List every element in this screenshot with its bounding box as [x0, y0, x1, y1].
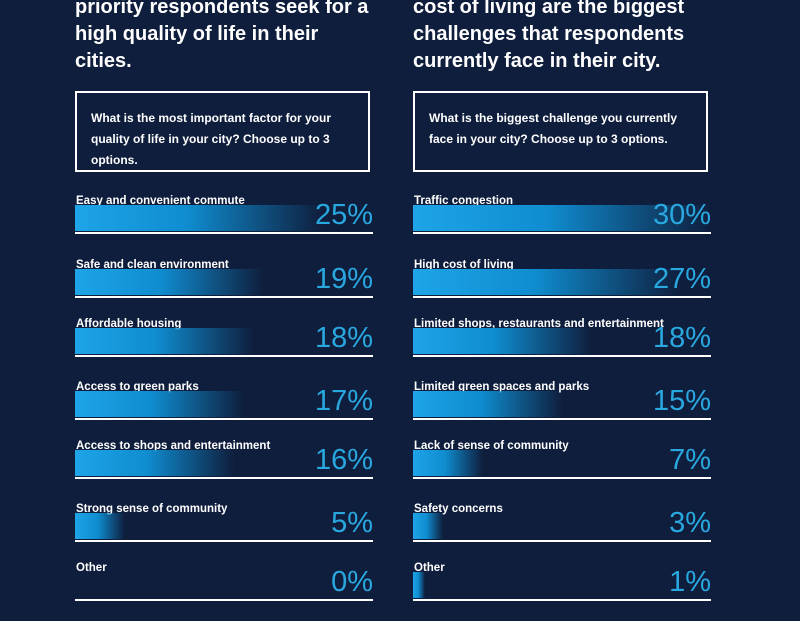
right-bar-row: Traffic congestion 30%	[413, 194, 711, 254]
category-label: Safe and clean environment	[76, 259, 229, 271]
bar	[75, 328, 254, 354]
left-question-box: What is the most important factor for yo…	[75, 91, 370, 172]
left-bar-rows: Easy and convenient commute 25% Safe and c…	[75, 0, 373, 601]
bar	[413, 269, 682, 295]
right-bar-row: Limited shops, restaurants and entertain…	[413, 317, 711, 377]
bar	[413, 450, 483, 476]
category-label: Lack of sense of community	[414, 440, 569, 452]
category-label: Safety concerns	[414, 503, 503, 515]
percent-value-label: 18%	[314, 322, 373, 354]
percent-value-label: 15%	[652, 385, 711, 417]
bar	[75, 513, 125, 539]
left-bar-row: Affordable housing 18%	[75, 317, 373, 377]
category-label: Other	[414, 562, 445, 574]
bar	[413, 328, 592, 354]
category-label: Easy and convenient commute	[76, 195, 245, 207]
bar	[75, 391, 244, 417]
percent-value-label: 19%	[314, 263, 373, 295]
row-divider	[413, 355, 711, 357]
percent-value-label: 3%	[669, 507, 711, 539]
right-headline: cost of living are the biggest challenge…	[413, 0, 685, 72]
category-label: Other	[76, 562, 107, 574]
right-bar-row: Other 1%	[413, 561, 711, 621]
left-bar-row: Access to shops and entertainment 16%	[75, 439, 373, 499]
category-label: Limited green spaces and parks	[414, 381, 590, 393]
left-bar-row: Easy and convenient commute 25%	[75, 194, 373, 254]
row-divider	[413, 296, 711, 298]
bar	[413, 391, 562, 417]
right-bar-rows: Traffic congestion 30% High cost of living…	[413, 0, 711, 601]
category-label: Traffic congestion	[414, 195, 514, 207]
left-bar-row: Safe and clean environment 19%	[75, 258, 373, 318]
row-divider	[413, 540, 711, 542]
percent-value-label: 17%	[314, 385, 373, 417]
row-divider	[75, 599, 373, 601]
right-bar-row: High cost of living 27%	[413, 258, 711, 318]
bar	[413, 572, 425, 598]
row-divider	[75, 477, 373, 479]
right-bar-row: Safety concerns 3%	[413, 502, 711, 562]
left-bar-row: Strong sense of community 5%	[75, 502, 373, 562]
percent-value-label: 18%	[652, 322, 711, 354]
left-bar-row: Other 0%	[75, 561, 373, 621]
right-bar-row: Lack of sense of community 7%	[413, 439, 711, 499]
row-divider	[413, 418, 711, 420]
row-divider	[413, 232, 711, 234]
left-bar-row: Access to green parks 17%	[75, 380, 373, 440]
percent-value-label: 27%	[652, 263, 711, 295]
category-label: Access to green parks	[76, 381, 199, 393]
bar	[75, 269, 264, 295]
left-headline: priority respondents seek for a high qua…	[75, 0, 369, 72]
category-label: Strong sense of community	[76, 503, 228, 515]
bar	[413, 205, 711, 231]
row-divider	[75, 232, 373, 234]
percent-value-label: 25%	[314, 199, 373, 231]
bar	[413, 513, 443, 539]
category-label: Access to shops and entertainment	[76, 440, 271, 452]
row-divider	[75, 418, 373, 420]
row-divider	[75, 355, 373, 357]
percent-value-label: 7%	[669, 444, 711, 476]
row-divider	[413, 599, 711, 601]
percent-value-label: 16%	[314, 444, 373, 476]
percent-value-label: 30%	[652, 199, 711, 231]
percent-value-label: 1%	[669, 566, 711, 598]
bar	[75, 450, 234, 476]
row-divider	[75, 540, 373, 542]
percent-value-label: 5%	[331, 507, 373, 539]
category-label: High cost of living	[414, 259, 514, 271]
right-bar-row: Limited green spaces and parks 15%	[413, 380, 711, 440]
bar	[75, 205, 324, 231]
percent-value-label: 0%	[331, 566, 373, 598]
row-divider	[413, 477, 711, 479]
row-divider	[75, 296, 373, 298]
right-question-box: What is the biggest challenge you curren…	[413, 91, 708, 172]
category-label: Affordable housing	[76, 318, 182, 330]
category-label: Limited shops, restaurants and entertain…	[414, 318, 664, 330]
